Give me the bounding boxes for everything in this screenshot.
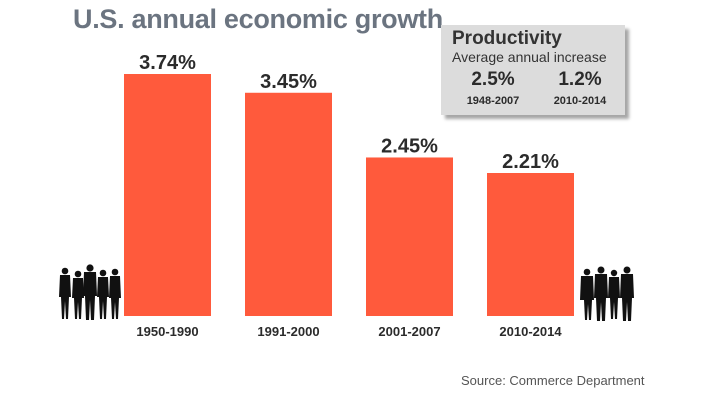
business-people-silhouettes-icon: [580, 266, 634, 321]
productivity-box: Productivity Average annual increase 2.5…: [441, 25, 625, 115]
productivity-period: 1948-2007: [466, 95, 520, 107]
productivity-item: 1.2% 2010-2014: [540, 69, 620, 107]
bar-value-label: 3.45%: [260, 71, 317, 93]
productivity-period: 2010-2014: [553, 95, 607, 107]
productivity-value: 1.2%: [558, 69, 602, 90]
productivity-title: Productivity: [452, 28, 562, 49]
chart-title: U.S. annual economic growth: [73, 4, 443, 34]
bar-value-label: 2.21%: [502, 151, 559, 173]
category-label: 1950-1990: [136, 324, 198, 339]
source-note: Source: Commerce Department: [461, 373, 645, 388]
bar-2001-2007: [366, 157, 453, 316]
bar-value-label: 3.74%: [139, 52, 196, 74]
bar-value-label: 2.45%: [381, 135, 438, 157]
productivity-subtitle: Average annual increase: [452, 49, 607, 65]
bar-1991-2000: [245, 92, 332, 316]
productivity-item: 2.5% 1948-2007: [453, 69, 533, 107]
category-label: 2010-2014: [499, 324, 562, 339]
bar-1950-1990: [124, 74, 211, 316]
productivity-value: 2.5%: [471, 69, 515, 90]
category-label: 2001-2007: [378, 324, 440, 339]
bar-2010-2014: [487, 173, 574, 316]
people-silhouettes-icon: [59, 264, 121, 320]
category-label: 1991-2000: [257, 324, 319, 339]
